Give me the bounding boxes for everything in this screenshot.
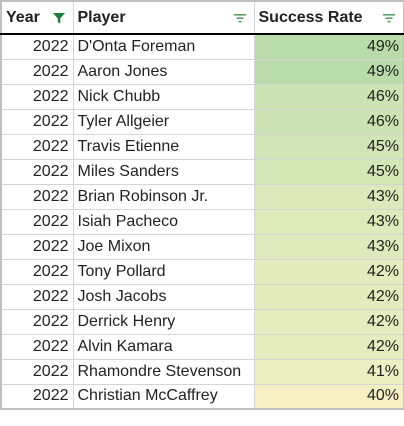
- year-cell[interactable]: 2022: [0, 208, 74, 235]
- player-column-header[interactable]: Player: [72, 0, 255, 35]
- table-body: 2022 D'Onta Foreman 49% 2022 Aaron Jones…: [0, 33, 404, 410]
- filter-icon[interactable]: [232, 10, 248, 26]
- year-cell[interactable]: 2022: [0, 333, 74, 360]
- success-rate-cell[interactable]: 42%: [253, 283, 404, 310]
- table-row: 2022 Nick Chubb 46%: [0, 83, 404, 110]
- table-row: 2022 Christian McCaffrey 40%: [0, 383, 404, 410]
- player-cell[interactable]: Travis Etienne: [72, 133, 255, 160]
- player-cell[interactable]: Alvin Kamara: [72, 333, 255, 360]
- table-row: 2022 Miles Sanders 45%: [0, 158, 404, 185]
- year-cell[interactable]: 2022: [0, 83, 74, 110]
- success-rate-cell[interactable]: 49%: [253, 58, 404, 85]
- year-column-header[interactable]: Year: [0, 0, 74, 35]
- year-cell[interactable]: 2022: [0, 133, 74, 160]
- year-cell[interactable]: 2022: [0, 308, 74, 335]
- table-row: 2022 Travis Etienne 45%: [0, 133, 404, 160]
- table-row: 2022 Rhamondre Stevenson 41%: [0, 358, 404, 385]
- success-rate-table: Year Player: [0, 0, 404, 410]
- success-rate-cell[interactable]: 49%: [253, 33, 404, 60]
- player-cell[interactable]: Aaron Jones: [72, 58, 255, 85]
- success-rate-cell[interactable]: 42%: [253, 258, 404, 285]
- success-rate-cell[interactable]: 42%: [253, 333, 404, 360]
- player-cell[interactable]: Tony Pollard: [72, 258, 255, 285]
- success-rate-cell[interactable]: 40%: [253, 383, 404, 410]
- year-header-label: Year: [6, 8, 40, 26]
- filter-icon[interactable]: [381, 10, 397, 26]
- table-row: 2022 Derrick Henry 42%: [0, 308, 404, 335]
- success-rate-cell[interactable]: 42%: [253, 308, 404, 335]
- year-cell[interactable]: 2022: [0, 58, 74, 85]
- player-cell[interactable]: Josh Jacobs: [72, 283, 255, 310]
- year-cell[interactable]: 2022: [0, 233, 74, 260]
- table-row: 2022 Isiah Pacheco 43%: [0, 208, 404, 235]
- player-cell[interactable]: Rhamondre Stevenson: [72, 358, 255, 385]
- header-row: Year Player: [0, 0, 404, 35]
- player-cell[interactable]: Isiah Pacheco: [72, 208, 255, 235]
- table-row: 2022 Tyler Allgeier 46%: [0, 108, 404, 135]
- success-rate-cell[interactable]: 46%: [253, 83, 404, 110]
- player-cell[interactable]: Tyler Allgeier: [72, 108, 255, 135]
- player-cell[interactable]: Christian McCaffrey: [72, 383, 255, 410]
- table-row: 2022 Tony Pollard 42%: [0, 258, 404, 285]
- player-cell[interactable]: Miles Sanders: [72, 158, 255, 185]
- player-cell[interactable]: Nick Chubb: [72, 83, 255, 110]
- year-cell[interactable]: 2022: [0, 158, 74, 185]
- table-row: 2022 D'Onta Foreman 49%: [0, 33, 404, 60]
- success-rate-column-header[interactable]: Success Rate: [253, 0, 404, 35]
- year-cell[interactable]: 2022: [0, 183, 74, 210]
- success-rate-cell[interactable]: 43%: [253, 183, 404, 210]
- success-rate-cell[interactable]: 41%: [253, 358, 404, 385]
- success-rate-cell[interactable]: 46%: [253, 108, 404, 135]
- success-rate-cell[interactable]: 45%: [253, 158, 404, 185]
- success-rate-cell[interactable]: 43%: [253, 208, 404, 235]
- player-cell[interactable]: D'Onta Foreman: [72, 33, 255, 60]
- table-row: 2022 Josh Jacobs 42%: [0, 283, 404, 310]
- year-cell[interactable]: 2022: [0, 383, 74, 410]
- year-cell[interactable]: 2022: [0, 358, 74, 385]
- player-cell[interactable]: Joe Mixon: [72, 233, 255, 260]
- player-cell[interactable]: Derrick Henry: [72, 308, 255, 335]
- player-cell[interactable]: Brian Robinson Jr.: [72, 183, 255, 210]
- table-row: 2022 Joe Mixon 43%: [0, 233, 404, 260]
- table-row: 2022 Brian Robinson Jr. 43%: [0, 183, 404, 210]
- player-header-label: Player: [77, 8, 126, 26]
- year-cell[interactable]: 2022: [0, 108, 74, 135]
- table-row: 2022 Alvin Kamara 42%: [0, 333, 404, 360]
- filter-active-icon[interactable]: [51, 10, 67, 26]
- table-row: 2022 Aaron Jones 49%: [0, 58, 404, 85]
- success-rate-header-label: Success Rate: [258, 8, 363, 26]
- year-cell[interactable]: 2022: [0, 258, 74, 285]
- success-rate-cell[interactable]: 43%: [253, 233, 404, 260]
- year-cell[interactable]: 2022: [0, 283, 74, 310]
- success-rate-cell[interactable]: 45%: [253, 133, 404, 160]
- year-cell[interactable]: 2022: [0, 33, 74, 60]
